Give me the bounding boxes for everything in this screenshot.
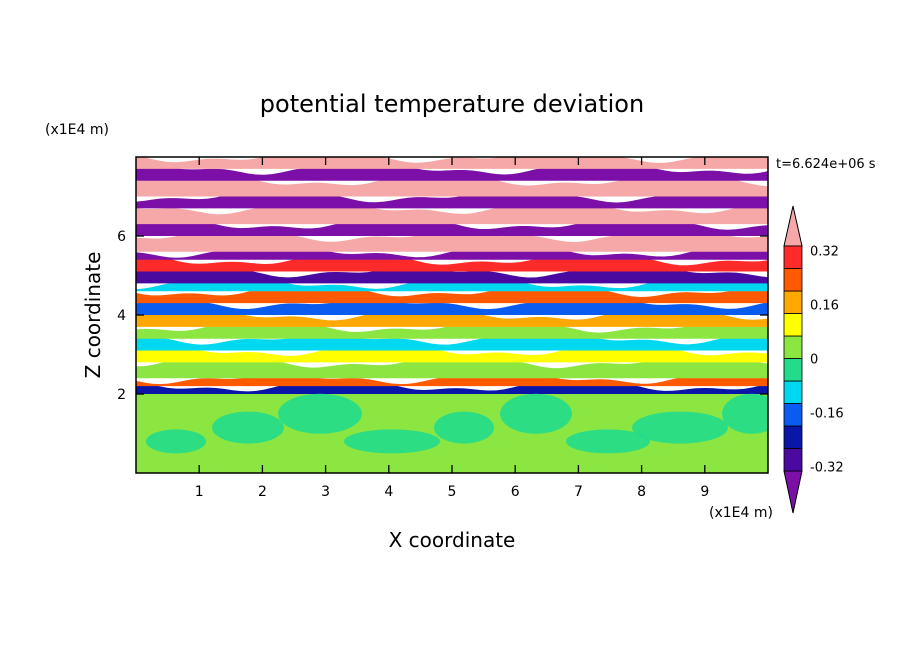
contour-band — [136, 356, 768, 379]
x-axis: 1 2 3 4 5 6 7 8 9 — [195, 157, 709, 500]
colorbar-label: -0.32 — [810, 461, 844, 476]
colorbar-segment — [783, 335, 803, 359]
x-tick-label: 4 — [384, 484, 393, 500]
x-tick-label: 7 — [574, 484, 583, 500]
contour-band — [136, 277, 768, 292]
x-axis-unit: (x1E4 m) — [709, 505, 773, 521]
colorbar-segment — [783, 425, 803, 449]
contour-patch — [344, 429, 440, 454]
contour-band — [136, 265, 768, 284]
colorbar-segment — [783, 448, 803, 472]
colorbar-extend-min — [783, 470, 803, 514]
colorbar: -0.32 -0.16 0 0.16 0.32 — [783, 205, 844, 514]
colorbar-segment — [783, 245, 803, 269]
contour-patch — [566, 429, 650, 454]
colorbar-segment — [783, 313, 803, 337]
colorbar-label: 0 — [810, 353, 818, 368]
y-tick-label: 6 — [117, 229, 126, 245]
y-tick-label: 2 — [117, 387, 126, 403]
contour-band — [136, 230, 768, 252]
colorbar-label: -0.16 — [810, 407, 844, 422]
x-tick-label: 6 — [511, 484, 520, 500]
contour-band — [136, 190, 768, 209]
contour-patch — [632, 411, 728, 444]
x-axis-label: X coordinate — [389, 528, 516, 552]
plot-area — [136, 157, 768, 473]
chart-title: potential temperature deviation — [260, 90, 644, 118]
contour-patch — [500, 393, 572, 434]
colorbar-label: 0.32 — [810, 245, 839, 260]
contour-patch — [212, 411, 284, 444]
y-axis: 2 4 6 — [117, 229, 768, 403]
contour-patch — [146, 429, 206, 454]
colorbar-segment — [783, 358, 803, 382]
x-tick-label: 3 — [321, 484, 330, 500]
x-tick-label: 1 — [195, 484, 204, 500]
y-axis-label: Z coordinate — [81, 252, 105, 379]
contour-band — [136, 175, 768, 197]
contour-patch — [278, 393, 362, 434]
colorbar-segment — [783, 268, 803, 292]
contour-patch — [434, 411, 494, 444]
y-axis-unit: (x1E4 m) — [45, 122, 109, 138]
x-tick-label: 5 — [448, 484, 457, 500]
time-label: t=6.624e+06 s — [776, 157, 876, 172]
y-tick-label: 4 — [117, 308, 126, 324]
plot-texture — [146, 393, 768, 454]
colorbar-segment — [783, 403, 803, 427]
colorbar-label: 0.16 — [810, 299, 839, 314]
colorbar-segment — [783, 290, 803, 314]
colorbar-segment — [783, 380, 803, 404]
colorbar-extend-max — [783, 205, 803, 247]
x-tick-label: 9 — [700, 484, 709, 500]
x-tick-label: 8 — [637, 484, 646, 500]
x-tick-label: 2 — [258, 484, 267, 500]
contour-patch — [722, 393, 768, 434]
